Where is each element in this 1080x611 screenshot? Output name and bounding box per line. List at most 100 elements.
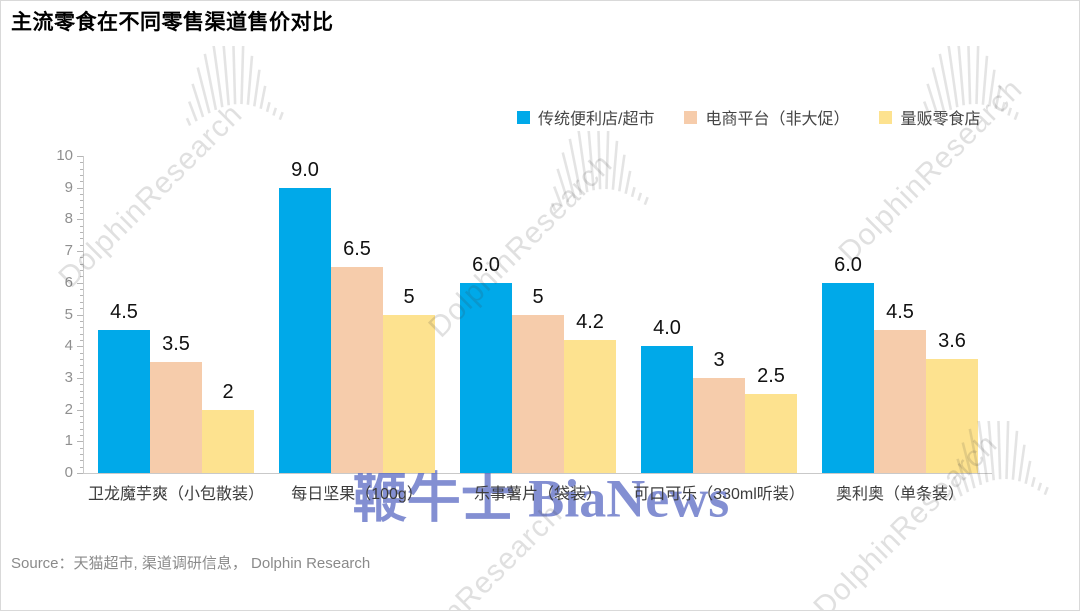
- bar-value-label: 6.5: [343, 237, 371, 260]
- y-minor-tick: [80, 162, 83, 164]
- y-axis-label: 3: [64, 368, 73, 386]
- dolphin-bars-logo-icon: [181, 39, 291, 136]
- bar-电商平台（非大促）-4: [874, 330, 926, 473]
- bar-value-label: 4.5: [110, 301, 138, 324]
- bar-value-label: 3.5: [162, 333, 190, 356]
- legend-item-1: 电商平台（非大促）: [684, 105, 849, 129]
- chart-title: 主流零食在不同零售渠道售价对比: [11, 11, 334, 34]
- legend-swatch-icon: [517, 110, 530, 124]
- y-minor-tick: [80, 225, 83, 227]
- bar-value-label: 2: [222, 380, 234, 403]
- legend-item-label: 电商平台（非大促）: [705, 111, 850, 128]
- y-minor-tick: [80, 460, 83, 462]
- y-major-tick: [77, 282, 83, 284]
- bar-value-label: 3: [713, 348, 725, 371]
- legend-item-2: 量贩零食店: [879, 105, 980, 129]
- y-minor-tick: [80, 333, 83, 335]
- y-minor-tick: [80, 295, 83, 297]
- y-minor-tick: [80, 320, 83, 322]
- y-minor-tick: [80, 213, 83, 215]
- y-major-tick: [77, 409, 83, 411]
- bar-value-label: 4.2: [576, 310, 604, 333]
- bar-value-label: 6.0: [472, 253, 500, 276]
- bar-value-label: 3.6: [938, 329, 966, 352]
- y-minor-tick: [80, 257, 83, 259]
- y-minor-tick: [80, 396, 83, 398]
- y-minor-tick: [80, 301, 83, 303]
- y-minor-tick: [80, 390, 83, 392]
- y-axis-label: 1: [64, 432, 73, 450]
- y-minor-tick: [80, 358, 83, 360]
- x-axis-category-label: 奥利奥（单条装）: [835, 486, 964, 503]
- y-axis-label: 0: [64, 464, 73, 481]
- bar-传统便利店/超市-3: [641, 346, 693, 473]
- bar-传统便利店/超市-1: [279, 187, 331, 473]
- y-minor-tick: [80, 371, 83, 373]
- y-minor-tick: [80, 175, 83, 177]
- y-minor-tick: [80, 428, 83, 430]
- y-axis-label: 9: [64, 178, 73, 196]
- y-minor-tick: [80, 339, 83, 341]
- y-minor-tick: [80, 289, 83, 291]
- y-minor-tick: [80, 308, 83, 310]
- bar-量贩零食店-4: [926, 358, 978, 473]
- legend-item-label: 传统便利店/超市: [538, 111, 655, 128]
- y-axis-label: 5: [64, 305, 73, 323]
- legend-item-0: 传统便利店/超市: [517, 105, 654, 129]
- y-minor-tick: [80, 238, 83, 240]
- y-axis-label: 6: [64, 273, 73, 291]
- x-axis-category-label: 乐事薯片（袋装）: [473, 486, 602, 503]
- bar-value-label: 6.0: [834, 253, 862, 276]
- y-minor-tick: [80, 232, 83, 234]
- y-minor-tick: [80, 422, 83, 424]
- y-minor-tick: [80, 434, 83, 436]
- y-minor-tick: [80, 415, 83, 417]
- y-minor-tick: [80, 244, 83, 246]
- y-minor-tick: [80, 194, 83, 196]
- y-minor-tick: [80, 200, 83, 202]
- y-axis-label: 2: [64, 400, 73, 418]
- y-minor-tick: [80, 327, 83, 329]
- legend-item-label: 量贩零食店: [900, 111, 981, 128]
- y-major-tick: [77, 219, 83, 221]
- bar-量贩零食店-0: [202, 409, 254, 473]
- bar-value-label: 4.5: [886, 301, 914, 324]
- bar-传统便利店/超市-4: [822, 282, 874, 473]
- y-minor-tick: [80, 168, 83, 170]
- y-axis-label: 4: [64, 337, 73, 355]
- legend-swatch-icon: [879, 110, 893, 124]
- y-minor-tick: [80, 466, 83, 468]
- y-major-tick: [77, 156, 83, 157]
- y-major-tick: [77, 346, 83, 348]
- bar-量贩零食店-3: [745, 393, 797, 473]
- y-major-tick: [77, 187, 83, 189]
- bar-value-label: 5: [403, 285, 415, 308]
- source-note: Source：天猫超市, 渠道调研信息， Dolphin Research: [11, 555, 371, 572]
- y-axis-label: 7: [64, 242, 73, 260]
- x-axis-category-label: 每日坚果（100g）: [291, 486, 423, 503]
- plot-area: [83, 156, 992, 474]
- y-major-tick: [77, 377, 83, 379]
- bar-电商平台（非大促）-3: [693, 377, 745, 473]
- y-minor-tick: [80, 447, 83, 449]
- y-minor-tick: [80, 403, 83, 405]
- y-minor-tick: [80, 181, 83, 183]
- y-axis-label: 8: [64, 210, 73, 228]
- y-minor-tick: [80, 365, 83, 367]
- bar-value-label: 9.0: [291, 158, 319, 181]
- y-minor-tick: [80, 276, 83, 278]
- x-axis-category-label: 可口可乐（330ml听装）: [633, 486, 805, 503]
- bar-电商平台（非大促）-1: [331, 266, 383, 473]
- bar-value-label: 2.5: [757, 364, 785, 387]
- bar-传统便利店/超市-0: [98, 330, 150, 473]
- dolphinresearch-watermark-text: DolphinResearch: [372, 497, 569, 611]
- y-major-tick: [77, 473, 83, 474]
- y-minor-tick: [80, 263, 83, 265]
- bar-量贩零食店-1: [383, 314, 435, 473]
- bar-电商平台（非大促）-2: [512, 314, 564, 473]
- legend-swatch-icon: [684, 110, 698, 124]
- y-minor-tick: [80, 206, 83, 208]
- y-axis-label: 10: [56, 147, 73, 164]
- y-minor-tick: [80, 270, 83, 272]
